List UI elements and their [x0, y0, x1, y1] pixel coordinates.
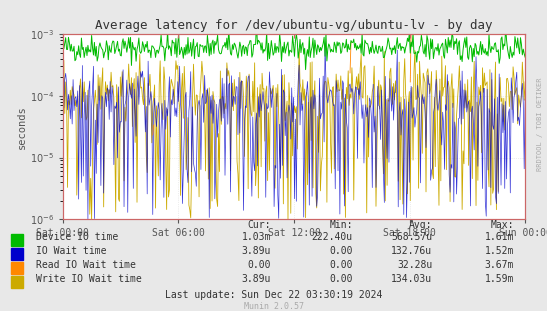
Text: Last update: Sun Dec 22 03:30:19 2024: Last update: Sun Dec 22 03:30:19 2024	[165, 290, 382, 300]
Text: RRDTOOL / TOBI OETIKER: RRDTOOL / TOBI OETIKER	[537, 78, 543, 171]
Text: 1.59m: 1.59m	[485, 274, 514, 284]
Text: 134.03u: 134.03u	[391, 274, 432, 284]
Title: Average latency for /dev/ubuntu-vg/ubuntu-lv - by day: Average latency for /dev/ubuntu-vg/ubunt…	[95, 19, 493, 32]
Text: 1.03m: 1.03m	[241, 232, 271, 242]
Text: Max:: Max:	[491, 220, 514, 230]
Text: Cur:: Cur:	[247, 220, 271, 230]
Text: Avg:: Avg:	[409, 220, 432, 230]
Text: Device IO time: Device IO time	[36, 232, 118, 242]
Text: 0.00: 0.00	[329, 260, 353, 270]
Text: Munin 2.0.57: Munin 2.0.57	[243, 301, 304, 310]
Text: Read IO Wait time: Read IO Wait time	[36, 260, 136, 270]
Text: 3.67m: 3.67m	[485, 260, 514, 270]
Text: 32.28u: 32.28u	[397, 260, 432, 270]
Text: Write IO Wait time: Write IO Wait time	[36, 274, 141, 284]
Text: IO Wait time: IO Wait time	[36, 246, 106, 256]
Text: 0.00: 0.00	[247, 260, 271, 270]
Y-axis label: seconds: seconds	[17, 105, 27, 149]
Text: 1.52m: 1.52m	[485, 246, 514, 256]
Text: 568.57u: 568.57u	[391, 232, 432, 242]
Text: 3.89u: 3.89u	[241, 246, 271, 256]
Text: 3.89u: 3.89u	[241, 274, 271, 284]
Text: 0.00: 0.00	[329, 246, 353, 256]
Text: 0.00: 0.00	[329, 274, 353, 284]
Text: 132.76u: 132.76u	[391, 246, 432, 256]
Text: 222.40u: 222.40u	[312, 232, 353, 242]
Text: Min:: Min:	[329, 220, 353, 230]
Text: 1.61m: 1.61m	[485, 232, 514, 242]
